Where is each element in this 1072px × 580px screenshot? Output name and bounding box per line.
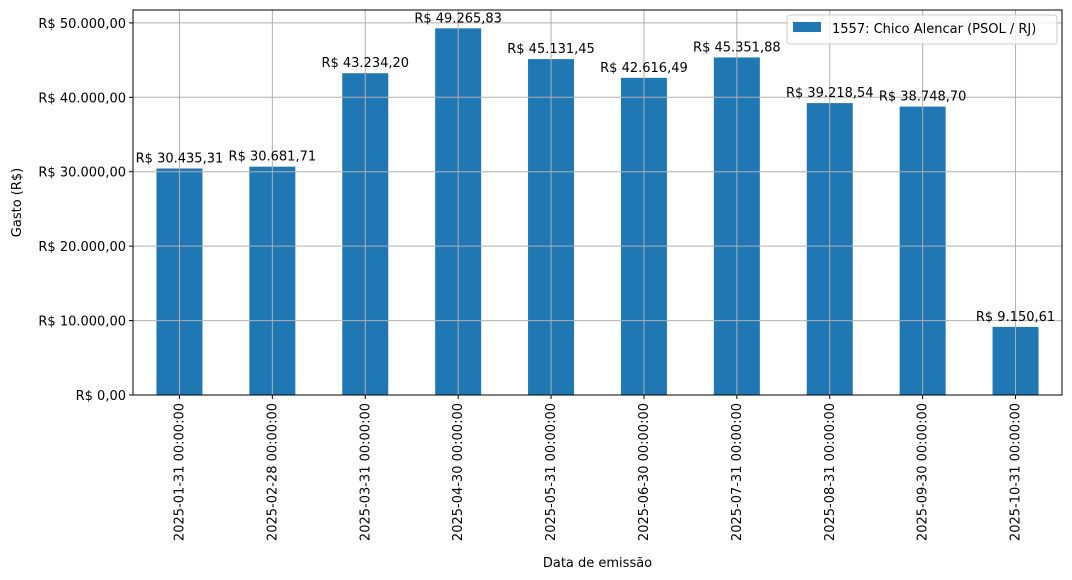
x-tick-label: 2025-04-30 00:00:00 (451, 403, 466, 541)
bar-value-label: R$ 38.748,70 (879, 90, 967, 105)
bar-value-label: R$ 45.131,45 (507, 42, 595, 57)
x-tick-label: 2025-08-31 00:00:00 (823, 403, 838, 541)
grid (133, 10, 1062, 396)
bar-value-label: R$ 49.265,83 (414, 11, 502, 26)
bar-value-label: R$ 30.681,71 (229, 150, 317, 165)
x-tick-label: 2025-07-31 00:00:00 (730, 403, 745, 541)
legend-swatch (793, 22, 821, 32)
bar-labels: R$ 30.435,31 R$ 30.681,71 R$ 43.234,20 R$ 4… (136, 11, 1056, 325)
y-tick-label: R$ 40.000,00 (38, 91, 126, 106)
legend: 1557: Chico Alencar (PSOL / RJ) (786, 14, 1058, 45)
legend-label: 1557: Chico Alencar (PSOL / RJ) (832, 22, 1036, 37)
x-axis-title: Data de emissão (543, 556, 652, 571)
x-tick-label: 2025-09-30 00:00:00 (916, 403, 931, 541)
legend-box (786, 14, 1058, 45)
bar-value-label: R$ 9.150,61 (976, 310, 1055, 325)
x-tick-label: 2025-05-31 00:00:00 (544, 403, 559, 541)
y-tick-label: R$ 0,00 (76, 389, 126, 404)
bar-value-label: R$ 30.435,31 (136, 151, 224, 166)
x-axis: 2025-01-31 00:00:00 2025-02-28 00:00:00 20… (172, 395, 1024, 541)
y-tick-label: R$ 50.000,00 (38, 17, 126, 32)
y-tick-label: R$ 30.000,00 (38, 166, 126, 181)
y-tick-label: R$ 20.000,00 (38, 240, 126, 255)
x-tick-label: 2025-03-31 00:00:00 (358, 403, 373, 541)
x-tick-label: 2025-02-28 00:00:00 (265, 403, 280, 541)
plot-frame (132, 9, 1063, 396)
bar-value-label: R$ 39.218,54 (786, 86, 874, 101)
bars (156, 28, 1039, 396)
y-axis: R$ 0,00 R$ 10.000,00 R$ 20.000,00 R$ 30.000… (38, 17, 133, 404)
x-tick-label: 2025-06-30 00:00:00 (637, 403, 652, 541)
bar-value-label: R$ 43.234,20 (321, 56, 409, 71)
bar-value-label: R$ 45.351,88 (693, 40, 781, 55)
bar-value-label: R$ 42.616,49 (600, 61, 688, 76)
y-axis-title: Gasto (R$) (10, 168, 25, 237)
x-tick-label: 2025-10-31 00:00:00 (1009, 403, 1024, 541)
x-tick-label: 2025-01-31 00:00:00 (172, 403, 187, 541)
y-tick-label: R$ 10.000,00 (38, 315, 126, 330)
